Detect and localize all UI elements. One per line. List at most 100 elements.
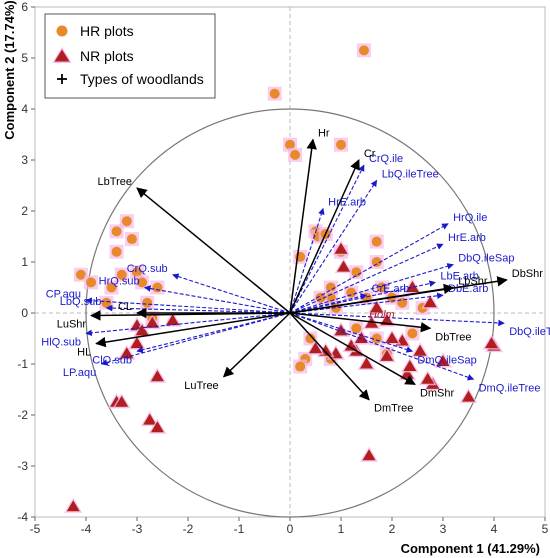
hr-point [101,297,112,308]
y-tick-label: -3 [17,459,28,473]
species-vector-label: ClQ.sub [92,354,132,366]
species-vector [289,223,449,314]
species-vector [289,207,325,314]
species-vector [289,164,365,314]
nr-point [380,349,394,361]
nr-point [405,281,419,292]
hr-point [152,282,163,293]
legend-woodland-marker [57,74,67,84]
species-vector-label: HrE.arb [448,232,486,244]
hr-point [295,361,306,372]
y-tick-label: -1 [17,357,28,371]
hr-point [111,226,122,237]
hr-point [358,45,369,56]
woodland-vector-label: Cr [364,148,376,160]
species-vector [289,243,444,314]
nr-point [421,372,435,384]
legend-nr-label: NR plots [80,48,134,64]
species-vector-label: HrE.arb [328,196,366,208]
woodland-vector [289,283,455,314]
y-tick-label: 1 [21,255,28,269]
species-vector-label: DbE.arb [448,283,488,295]
nr-point [360,357,373,369]
woodland-vector-label: LuShr [57,319,87,331]
nr-point [423,296,437,308]
x-axis-title: Component 1 (41.29%) [401,541,540,556]
woodland-vector [289,312,416,386]
hr-point [269,88,280,99]
woodland-vector [289,159,360,314]
woodland-vector [222,312,291,378]
nr-point [120,347,134,359]
species-vector [172,273,291,314]
hr-point [285,139,295,150]
legend-nr-marker [54,49,70,62]
species-vector-label: CP.aqu [46,288,81,300]
hr-point [137,277,148,288]
nr-point [130,337,144,349]
species-vector-label: DbQ.ileTree [509,326,550,338]
species-vector-label: LbQ.sub [60,296,102,308]
woodland-vector-label: CL [118,301,132,313]
group-label: Holm [369,309,395,321]
nr-point [344,339,358,351]
nr-point [413,344,427,356]
x-tick-label: 2 [389,522,396,536]
x-tick-label: 3 [440,522,447,536]
nr-point [337,260,351,272]
woodland-vector [289,138,317,314]
nr-point [143,413,157,425]
y-tick-label: -4 [17,510,28,524]
species-vector-label: DbQ.ileSap [458,253,514,265]
y-tick-label: 6 [21,0,28,14]
hr-point [371,257,382,267]
y-tick-label: 2 [21,204,28,218]
species-vector [289,312,414,353]
nr-point [370,301,384,313]
species-vector [289,263,454,314]
nr-point [403,360,417,372]
nr-point [362,449,376,461]
legend: HR plots NR plots Types of woodlands [44,13,216,99]
species-vector [289,179,378,314]
species-vector [85,297,291,314]
nr-point [462,390,475,402]
legend-box [44,13,216,99]
nr-point [484,337,498,349]
woodland-vector-label: LuTree [184,380,218,392]
nr-point [115,395,129,407]
species-vector-label: HlQ.sub [41,336,81,348]
hr-point [407,328,418,339]
species-vector [100,312,291,366]
species-vector [136,312,291,354]
species-vector [85,312,291,337]
y-tick-label: 0 [21,306,28,320]
hr-point [351,267,362,278]
hr-point [116,269,127,280]
loading-vectors: CrQ.ile LbQ.ileTree HrE.arb HrQ.ile HrE.arb D… [41,128,550,415]
hr-point [142,297,153,308]
x-tick-label: -5 [30,522,41,536]
species-vector-label: DmQ.ileTree [479,382,541,394]
nr-point [385,332,399,343]
species-vector [289,293,368,314]
species-vector-label: HrQ.ile [453,212,487,224]
woodland-vector-label: LbTree [98,176,132,188]
woodland-vector-label: DmTree [374,403,413,415]
x-tick-label: -1 [234,522,245,536]
woodland-vector-label: DbShr [512,268,544,280]
hr-point [290,149,301,160]
hr-point [305,333,316,344]
hr-point [121,216,132,227]
y-tick-label: -2 [17,408,28,422]
woodland-vector-label: LbShr [458,276,488,288]
woodland-vector-label: Hr [318,128,330,140]
x-tick-label: 5 [542,522,549,536]
legend-hr-label: HR plots [80,23,134,39]
x-tick-label: -2 [183,522,194,536]
nr-point [436,354,450,366]
hr-point [351,323,362,334]
y-tick-label: 5 [21,51,28,65]
x-tick-label: 1 [338,522,345,536]
